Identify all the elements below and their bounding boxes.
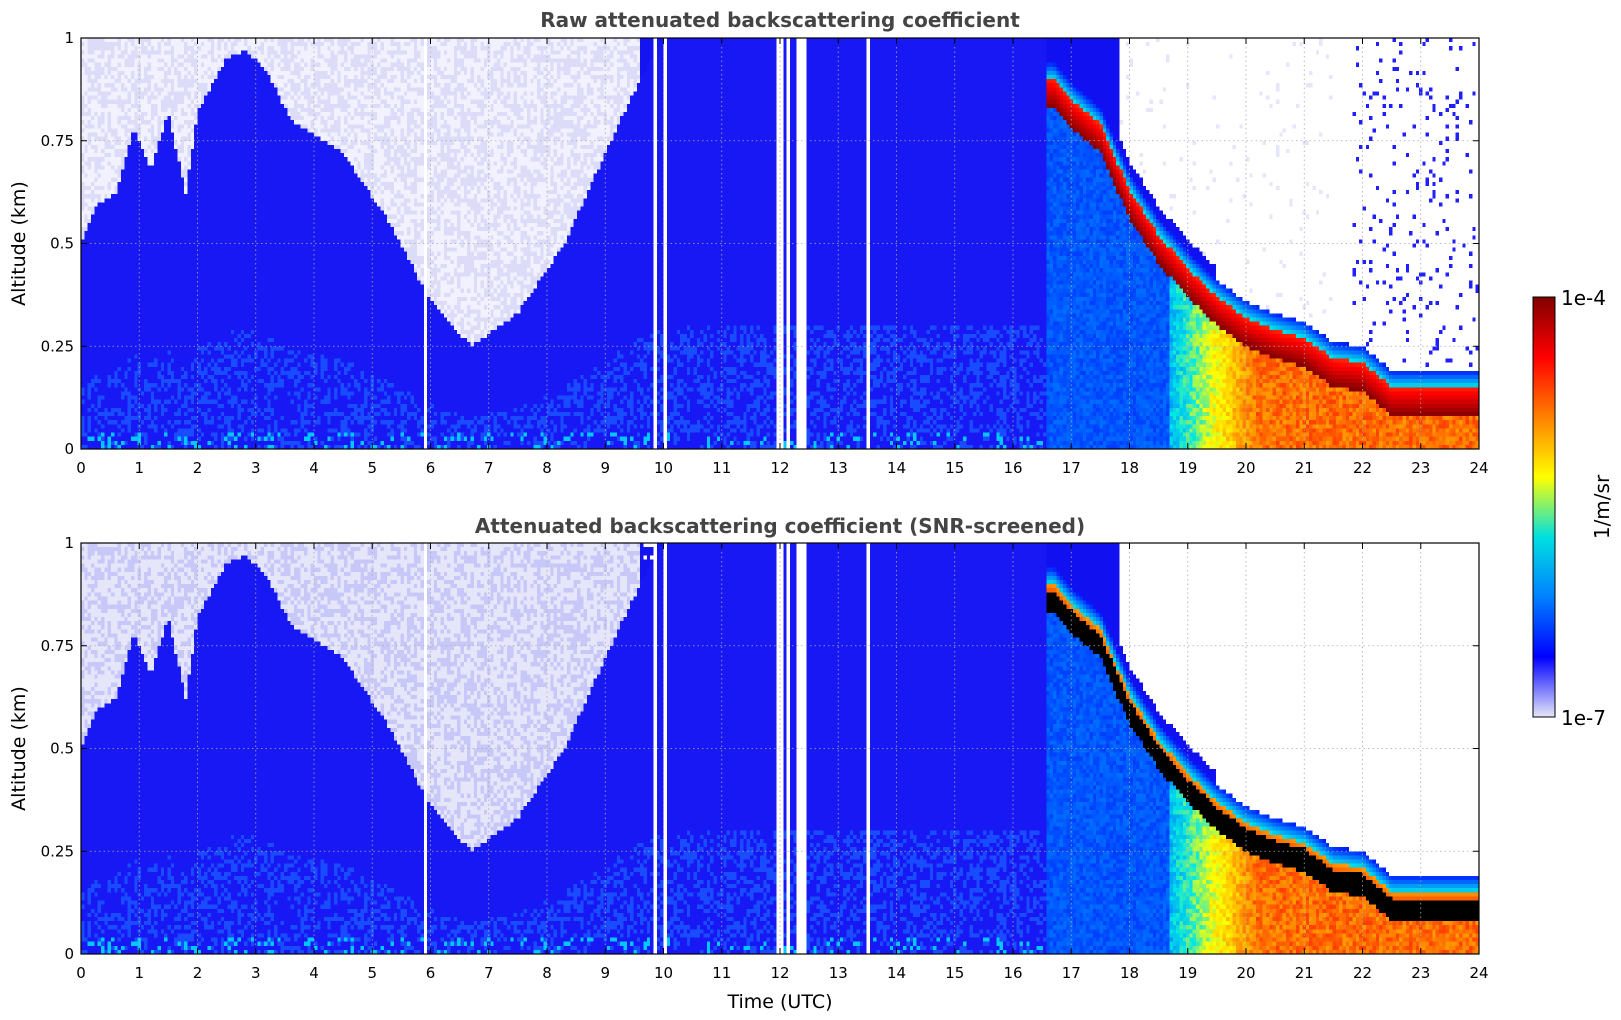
y-tick-label: 0.25	[41, 337, 74, 355]
x-tick-label: 11	[712, 459, 731, 477]
y-axis-label: Altitude (km)	[8, 686, 30, 811]
x-tick-label: 8	[542, 459, 552, 477]
y-tick-label: 1	[64, 29, 74, 47]
x-tick-label: 2	[193, 964, 203, 982]
x-tick-label: 4	[309, 964, 319, 982]
colorbar-min-label: 1e-7	[1561, 706, 1606, 730]
x-tick-label: 0	[76, 964, 86, 982]
x-tick-label: 15	[945, 459, 964, 477]
x-tick-label: 20	[1236, 964, 1255, 982]
x-tick-label: 15	[945, 964, 964, 982]
x-tick-label: 6	[426, 459, 436, 477]
panels: 0 1 2 3 4 5 6 7 8 9 10 11 12 13 14 15 16 17 18 19 20 21 22 23 24…	[8, 8, 1489, 1013]
x-tick-label: 12	[770, 964, 789, 982]
x-tick-label: 13	[829, 459, 848, 477]
colorbar: 1e-4 1e-7 1/m/sr	[1532, 286, 1614, 730]
x-tick-label: 18	[1120, 964, 1139, 982]
x-tick-label: 19	[1178, 964, 1197, 982]
x-tick-label: 21	[1295, 964, 1314, 982]
x-tick-label: 8	[542, 964, 552, 982]
x-tick-label: 21	[1295, 459, 1314, 477]
x-tick-label: 7	[484, 964, 494, 982]
x-tick-label: 11	[712, 964, 731, 982]
x-tick-label: 18	[1120, 459, 1139, 477]
x-tick-label: 23	[1411, 459, 1430, 477]
colorbar-max-label: 1e-4	[1561, 286, 1606, 310]
x-tick-label: 5	[367, 459, 377, 477]
x-tick-label: 10	[654, 459, 673, 477]
panel-title: Raw attenuated backscattering coefficien…	[540, 8, 1020, 32]
x-tick-label: 12	[770, 459, 789, 477]
x-tick-label: 16	[1003, 459, 1022, 477]
x-tick-label: 14	[887, 964, 906, 982]
x-tick-label: 1	[134, 459, 144, 477]
x-tick-label: 16	[1003, 964, 1022, 982]
x-tick-label: 19	[1178, 459, 1197, 477]
x-tick-label: 6	[426, 964, 436, 982]
x-tick-label: 22	[1353, 964, 1372, 982]
y-tick-label: 0	[64, 440, 74, 458]
y-tick-label: 0.5	[50, 235, 74, 253]
panel-1: 0 1 2 3 4 5 6 7 8 9 10 11 12 13 14 15 16 17 18 19 20 21 22 23 24…	[8, 8, 1489, 477]
y-tick-label: 0.75	[41, 132, 74, 150]
x-tick-label: 5	[367, 964, 377, 982]
x-tick-label: 17	[1062, 459, 1081, 477]
colorbar-scale	[1532, 296, 1556, 718]
x-tick-label: 13	[829, 964, 848, 982]
x-tick-label: 22	[1353, 459, 1372, 477]
y-tick-label: 0.75	[41, 637, 74, 655]
colorbar-unit-label: 1/m/sr	[1590, 474, 1614, 539]
x-tick-label: 9	[600, 964, 610, 982]
x-tick-label: 23	[1411, 964, 1430, 982]
x-tick-label: 3	[251, 459, 261, 477]
x-tick-label: 10	[654, 964, 673, 982]
panel-title: Attenuated backscattering coefficient (S…	[475, 514, 1085, 538]
y-tick-label: 0.5	[50, 740, 74, 758]
y-tick-label: 1	[64, 534, 74, 552]
x-axis-label: Time (UTC)	[726, 991, 832, 1013]
x-tick-label: 24	[1469, 964, 1488, 982]
x-tick-label: 0	[76, 459, 86, 477]
x-tick-label: 24	[1469, 459, 1488, 477]
x-tick-label: 20	[1236, 459, 1255, 477]
x-tick-label: 14	[887, 459, 906, 477]
x-tick-label: 3	[251, 964, 261, 982]
x-tick-label: 9	[600, 459, 610, 477]
panel-2: 0 1 2 3 4 5 6 7 8 9 10 11 12 13 14 15 16 17 18 19 20 21 22 23 24…	[8, 514, 1489, 1013]
x-tick-label: 2	[193, 459, 203, 477]
y-tick-label: 0.25	[41, 842, 74, 860]
x-tick-label: 4	[309, 459, 319, 477]
x-tick-label: 7	[484, 459, 494, 477]
x-tick-label: 17	[1062, 964, 1081, 982]
x-tick-label: 1	[134, 964, 144, 982]
y-tick-label: 0	[64, 945, 74, 963]
y-axis-label: Altitude (km)	[8, 181, 30, 306]
